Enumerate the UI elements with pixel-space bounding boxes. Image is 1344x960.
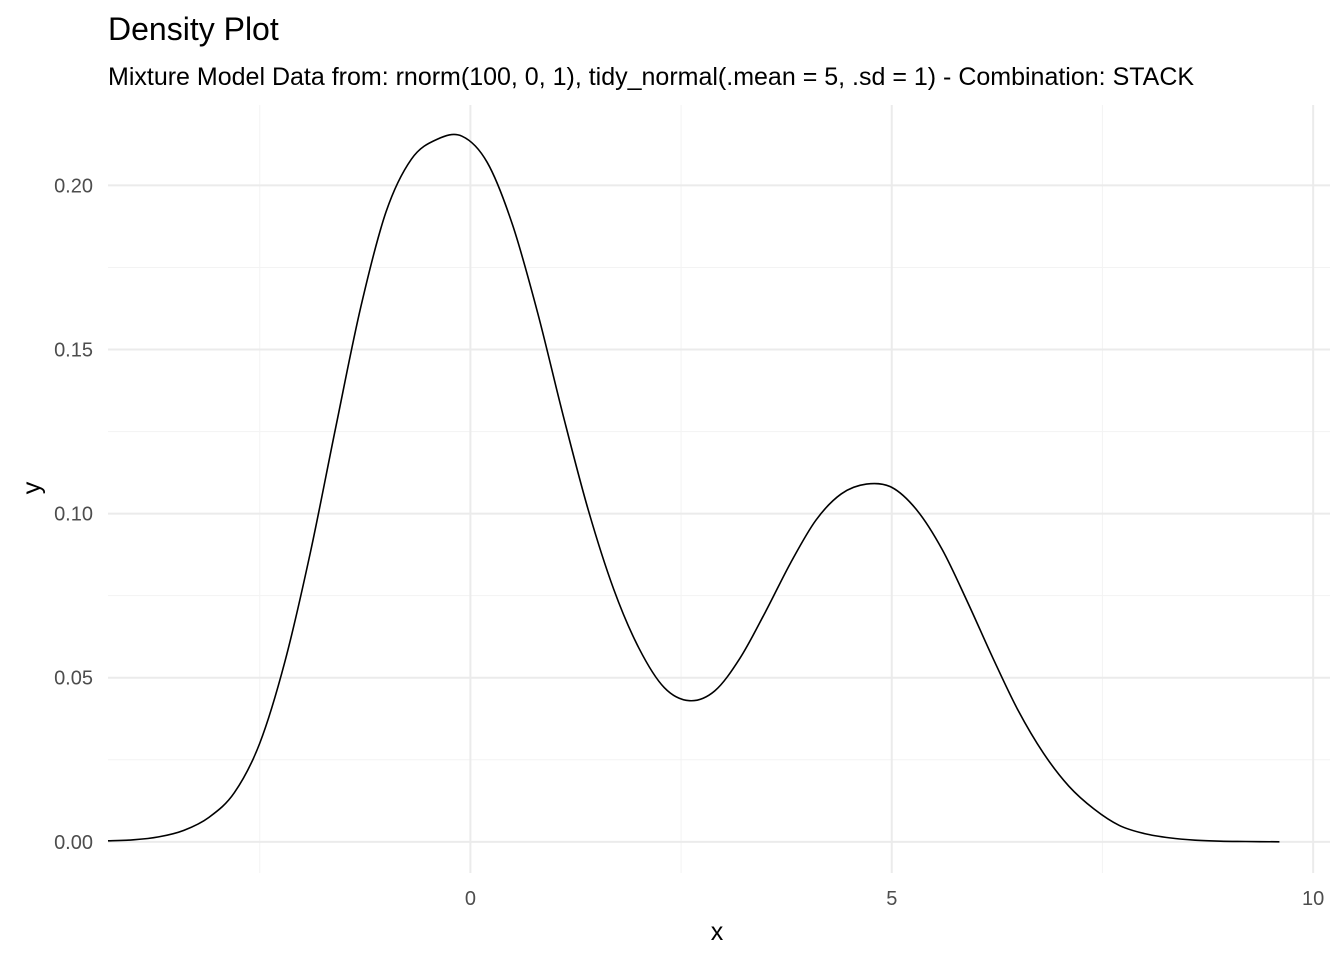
y-axis-title: y bbox=[18, 481, 46, 494]
x-tick-labels: 0 5 10 bbox=[465, 888, 1324, 910]
y-tick-label-4: 0.20 bbox=[54, 175, 93, 197]
y-tick-label-0: 0.00 bbox=[54, 832, 93, 854]
x-tick-label-1: 5 bbox=[886, 888, 897, 910]
x-tick-label-2: 10 bbox=[1302, 888, 1324, 910]
line-layer bbox=[107, 133, 1280, 843]
x-tick-label-0: 0 bbox=[465, 888, 476, 910]
y-tick-label-3: 0.15 bbox=[54, 340, 93, 362]
x-axis-title: x bbox=[711, 918, 724, 946]
y-tick-label-2: 0.10 bbox=[54, 504, 93, 526]
chart-subtitle: Mixture Model Data from: rnorm(100, 0, 1… bbox=[108, 63, 1194, 91]
y-tick-labels: 0.00 0.05 0.10 0.15 0.20 bbox=[54, 175, 93, 853]
density-line-0 bbox=[107, 133, 1280, 843]
grid-layer bbox=[108, 105, 1330, 873]
y-tick-label-1: 0.05 bbox=[54, 668, 93, 690]
chart-title: Density Plot bbox=[108, 11, 279, 47]
